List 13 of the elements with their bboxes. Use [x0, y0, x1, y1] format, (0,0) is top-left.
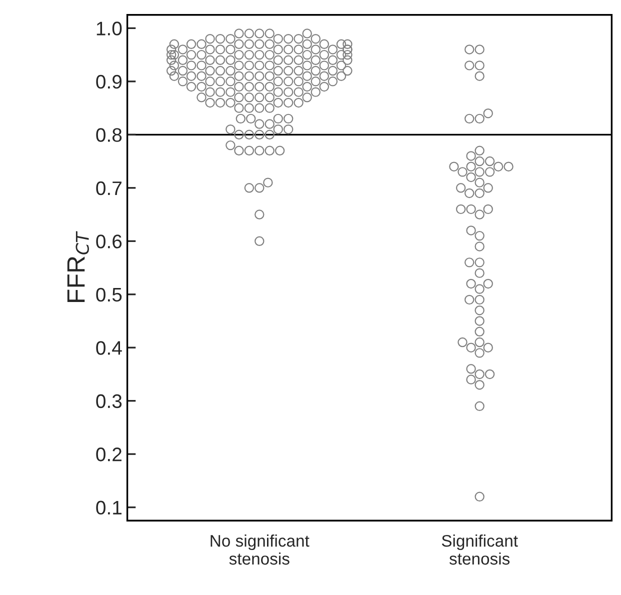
- x-tick-label: No significant stenosis: [210, 534, 310, 565]
- x-tick-label: Significant stenosis: [442, 534, 518, 565]
- y-tick-label: 0.2: [96, 448, 122, 462]
- y-axis-title: FFR$_{CT}$: [67, 231, 89, 302]
- y-tick-label: 0.8: [96, 128, 122, 142]
- y-tick-label: 0.4: [96, 341, 122, 355]
- y-tick-label: 0.6: [96, 234, 122, 248]
- y-tick-label: 0.3: [96, 394, 122, 408]
- y-tick-label: 0.7: [96, 181, 122, 196]
- y-tick-label: 0.9: [96, 74, 122, 89]
- y-tick-label: 0.1: [96, 500, 122, 515]
- y-tick-label: 0.5: [96, 288, 122, 302]
- y-tick-label: 1.0: [96, 22, 122, 36]
